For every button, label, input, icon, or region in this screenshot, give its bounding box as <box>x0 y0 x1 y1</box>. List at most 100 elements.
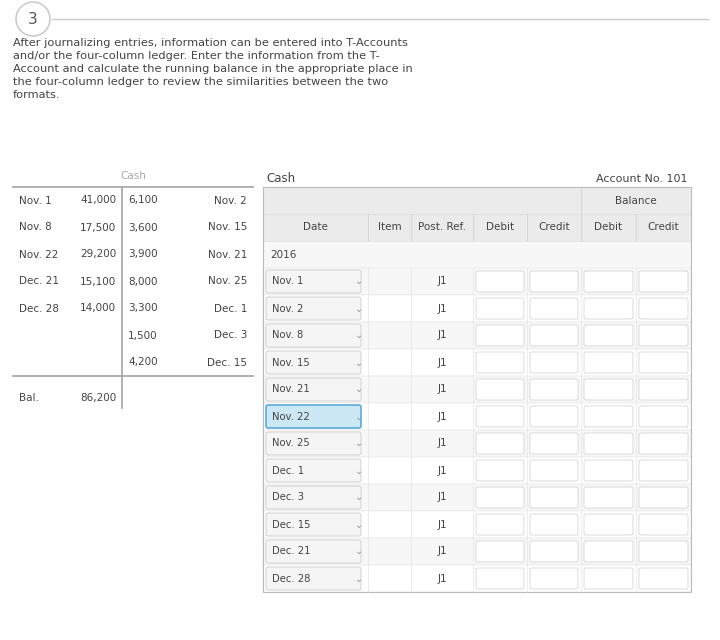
Text: 3: 3 <box>28 12 38 26</box>
FancyBboxPatch shape <box>266 270 361 293</box>
FancyBboxPatch shape <box>266 567 361 590</box>
FancyBboxPatch shape <box>584 379 633 400</box>
Text: ⌄: ⌄ <box>355 438 363 449</box>
Text: ⌄: ⌄ <box>355 573 363 584</box>
Bar <box>263 187 691 214</box>
FancyBboxPatch shape <box>266 378 361 401</box>
Text: ⌄: ⌄ <box>355 493 363 502</box>
FancyBboxPatch shape <box>266 540 361 563</box>
Text: 1,500: 1,500 <box>128 330 158 340</box>
FancyBboxPatch shape <box>476 379 524 400</box>
FancyBboxPatch shape <box>530 487 578 508</box>
Text: 17,500: 17,500 <box>80 223 116 232</box>
Bar <box>263 295 691 322</box>
FancyBboxPatch shape <box>639 352 688 373</box>
Text: Debit: Debit <box>486 223 514 232</box>
Bar <box>263 241 691 268</box>
FancyBboxPatch shape <box>476 352 524 373</box>
FancyBboxPatch shape <box>476 514 524 535</box>
FancyBboxPatch shape <box>584 568 633 589</box>
Text: ⌄: ⌄ <box>355 303 363 314</box>
Text: ⌄: ⌄ <box>355 520 363 529</box>
Text: Nov. 2: Nov. 2 <box>272 303 303 314</box>
Text: Dec. 15: Dec. 15 <box>207 358 247 367</box>
Bar <box>263 403 691 430</box>
Text: ⌄: ⌄ <box>355 358 363 367</box>
Bar <box>263 349 691 376</box>
FancyBboxPatch shape <box>584 460 633 481</box>
Text: J1: J1 <box>437 573 447 584</box>
Text: 3,600: 3,600 <box>128 223 158 232</box>
FancyBboxPatch shape <box>639 379 688 400</box>
FancyBboxPatch shape <box>476 271 524 292</box>
FancyBboxPatch shape <box>266 351 361 374</box>
FancyBboxPatch shape <box>530 298 578 319</box>
FancyBboxPatch shape <box>530 514 578 535</box>
Text: Dec. 28: Dec. 28 <box>19 303 59 314</box>
FancyBboxPatch shape <box>476 541 524 562</box>
Bar <box>263 457 691 484</box>
Text: Nov. 25: Nov. 25 <box>272 438 310 449</box>
Text: Nov. 1: Nov. 1 <box>272 276 303 287</box>
Text: Nov. 15: Nov. 15 <box>207 223 247 232</box>
Text: 6,100: 6,100 <box>128 195 158 205</box>
Text: J1: J1 <box>437 520 447 529</box>
FancyBboxPatch shape <box>266 405 361 428</box>
FancyBboxPatch shape <box>266 324 361 347</box>
Bar <box>263 484 691 511</box>
FancyBboxPatch shape <box>530 460 578 481</box>
Text: 8,000: 8,000 <box>128 276 158 287</box>
Bar <box>263 430 691 457</box>
FancyBboxPatch shape <box>266 486 361 509</box>
Text: Account and calculate the running balance in the appropriate place in: Account and calculate the running balanc… <box>13 64 413 74</box>
Text: Credit: Credit <box>538 223 570 232</box>
FancyBboxPatch shape <box>530 352 578 373</box>
Text: 86,200: 86,200 <box>80 393 116 403</box>
Bar <box>263 565 691 592</box>
FancyBboxPatch shape <box>639 406 688 427</box>
Text: J1: J1 <box>437 438 447 449</box>
Text: 14,000: 14,000 <box>80 303 116 314</box>
FancyBboxPatch shape <box>476 568 524 589</box>
Text: ⌄: ⌄ <box>355 330 363 340</box>
Text: 41,000: 41,000 <box>80 195 116 205</box>
Text: J1: J1 <box>437 465 447 476</box>
Text: Nov. 22: Nov. 22 <box>272 412 310 422</box>
Text: Nov. 25: Nov. 25 <box>207 276 247 287</box>
Bar <box>263 511 691 538</box>
FancyBboxPatch shape <box>584 541 633 562</box>
Text: 3,900: 3,900 <box>128 250 158 259</box>
Text: Account No. 101: Account No. 101 <box>596 174 688 184</box>
FancyBboxPatch shape <box>639 298 688 319</box>
FancyBboxPatch shape <box>476 487 524 508</box>
Text: Bal.: Bal. <box>19 393 39 403</box>
FancyBboxPatch shape <box>266 297 361 320</box>
FancyBboxPatch shape <box>530 325 578 346</box>
FancyBboxPatch shape <box>584 325 633 346</box>
FancyBboxPatch shape <box>476 406 524 427</box>
Text: Dec. 15: Dec. 15 <box>272 520 310 529</box>
FancyBboxPatch shape <box>584 271 633 292</box>
FancyBboxPatch shape <box>530 271 578 292</box>
FancyBboxPatch shape <box>530 379 578 400</box>
Text: Date: Date <box>303 223 328 232</box>
Text: ⌄: ⌄ <box>355 547 363 557</box>
FancyBboxPatch shape <box>639 514 688 535</box>
FancyBboxPatch shape <box>530 541 578 562</box>
Text: Credit: Credit <box>648 223 679 232</box>
Text: Nov. 1: Nov. 1 <box>19 195 52 205</box>
Bar <box>263 322 691 349</box>
Text: Nov. 8: Nov. 8 <box>19 223 52 232</box>
FancyBboxPatch shape <box>266 432 361 455</box>
Text: Dec. 1: Dec. 1 <box>214 303 247 314</box>
Text: J1: J1 <box>437 303 447 314</box>
FancyBboxPatch shape <box>639 460 688 481</box>
Text: Cash: Cash <box>266 173 295 186</box>
Text: the four-column ledger to review the similarities between the two: the four-column ledger to review the sim… <box>13 77 388 87</box>
FancyBboxPatch shape <box>639 325 688 346</box>
FancyBboxPatch shape <box>584 487 633 508</box>
Text: After journalizing entries, information can be entered into T-Accounts: After journalizing entries, information … <box>13 38 408 48</box>
FancyBboxPatch shape <box>639 541 688 562</box>
Text: Nov. 22: Nov. 22 <box>19 250 58 259</box>
FancyBboxPatch shape <box>530 406 578 427</box>
